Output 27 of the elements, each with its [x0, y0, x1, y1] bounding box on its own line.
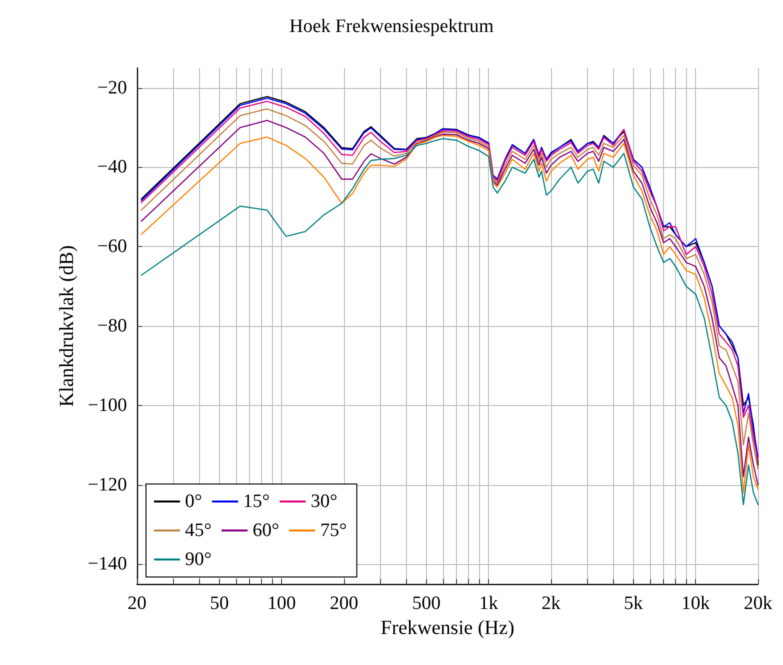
x-tick-label: 5k: [624, 593, 644, 614]
legend-label: 75°: [320, 520, 347, 541]
x-tick-label: 200: [330, 593, 358, 614]
y-tick-label: −20: [97, 77, 127, 98]
x-axis-title: Frekwensie (Hz): [380, 616, 514, 639]
x-tick-label: 20: [128, 593, 146, 614]
x-tick-label: 10k: [681, 593, 710, 614]
x-tick-label: 50: [210, 593, 229, 614]
x-tick-label: 100: [267, 593, 296, 614]
x-tick-label: 500: [412, 593, 441, 614]
legend-label: 45°: [185, 520, 212, 541]
y-tick-label: −60: [97, 236, 127, 258]
legend-label: 15°: [243, 491, 270, 512]
y-tick-label: −140: [88, 554, 127, 575]
y-axis-title: Klankdrukvlak (dB): [56, 245, 78, 407]
legend-label: 30°: [310, 491, 338, 512]
chart-title: Hoek Frekwensiespektrum: [289, 16, 494, 37]
y-tick-label: −120: [88, 474, 127, 496]
y-tick-label: −100: [88, 394, 127, 416]
x-tick-label: 20k: [744, 593, 773, 614]
legend-label: 0°: [185, 491, 202, 512]
x-tick-label: 1k: [479, 593, 499, 614]
legend-label: 60°: [252, 520, 280, 541]
x-tick-label: 2k: [542, 593, 561, 614]
legend-label: 90°: [185, 549, 212, 570]
y-tick-label: −80: [97, 316, 127, 336]
y-tick-label: −40: [97, 156, 127, 178]
